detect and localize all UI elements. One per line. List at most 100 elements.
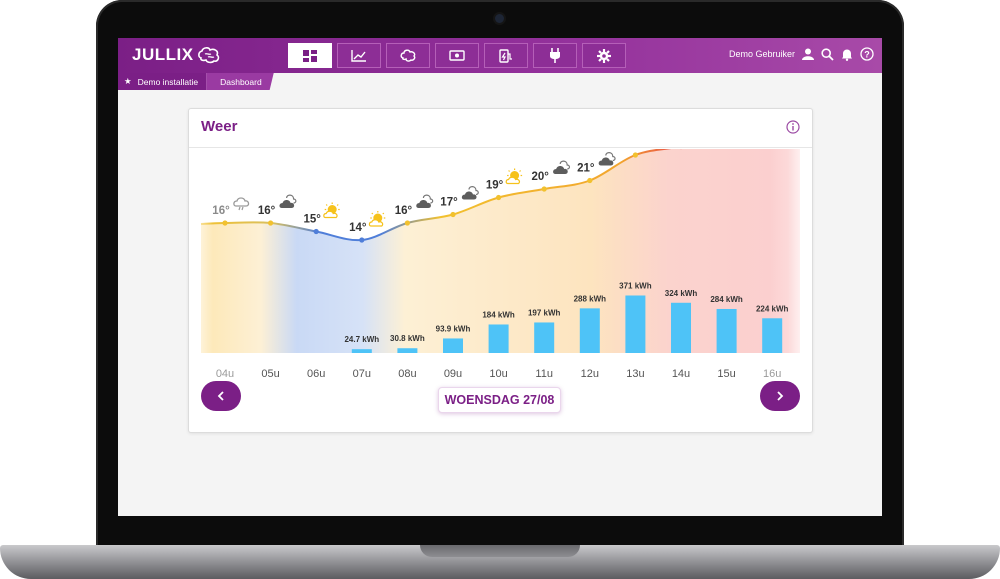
hour-label: 05u: [261, 368, 279, 379]
camera-icon: [495, 14, 504, 23]
gear-icon: [597, 48, 611, 63]
temperature-point[interactable]: [359, 237, 365, 243]
temperature-label: 15°: [304, 214, 322, 226]
weather-card: Weer: [188, 108, 813, 433]
production-bar[interactable]: [351, 349, 372, 353]
right-edge-fade: [788, 149, 812, 379]
breadcrumb-installation[interactable]: ★ Demo installatie: [118, 73, 207, 90]
brain-logo-icon: [197, 47, 219, 64]
nav-plug-button[interactable]: [533, 43, 577, 68]
production-bar[interactable]: [579, 308, 600, 353]
user-icon[interactable]: [802, 48, 814, 60]
partly-cloudy-icon: [553, 160, 571, 174]
sun-behind-cloud-icon: [323, 202, 340, 219]
info-icon[interactable]: [786, 120, 800, 134]
hour-label: 12u: [581, 368, 599, 379]
nav-dashboard-button[interactable]: [288, 43, 332, 68]
search-icon[interactable]: [821, 47, 834, 61]
production-bar[interactable]: [762, 318, 783, 353]
production-label: 93.9 kWh: [436, 324, 471, 333]
production-label: 224 kWh: [756, 304, 789, 313]
production-bar[interactable]: [716, 308, 737, 353]
production-bar[interactable]: [443, 338, 463, 353]
top-bar: JULLIX: [118, 38, 882, 73]
card-divider: [189, 147, 812, 148]
rain-cloud-icon: [233, 197, 250, 211]
laptop-notch: [420, 545, 580, 557]
production-bar[interactable]: [625, 295, 646, 353]
main-nav: [288, 43, 626, 68]
hour-label: 06u: [307, 368, 325, 379]
weather-card-title: Weer: [201, 118, 238, 135]
line-chart-icon: [351, 49, 366, 62]
hour-label: 07u: [353, 368, 371, 379]
temperature-label: 17°: [440, 197, 458, 209]
hour-label: 08u: [398, 368, 416, 379]
hour-label: 04u: [216, 368, 234, 379]
nav-settings-button[interactable]: [582, 43, 626, 68]
temperature-point[interactable]: [313, 228, 319, 235]
temperature-point[interactable]: [632, 152, 638, 158]
date-selector[interactable]: WOENSDAG 27/08: [438, 387, 561, 413]
partly-cloudy-icon: [279, 194, 297, 208]
production-label: 371 kWh: [619, 281, 652, 290]
dashboard-icon: [303, 49, 317, 62]
hour-label: 10u: [489, 368, 507, 379]
banknote-icon: [449, 50, 465, 61]
production-bar[interactable]: [488, 324, 509, 353]
nav-money-button[interactable]: [435, 43, 479, 68]
breadcrumb: ★ Demo installatie Dashboard: [118, 73, 274, 90]
production-label: 24.7 kWh: [344, 335, 379, 344]
brand-logo[interactable]: JULLIX: [132, 45, 221, 65]
temperature-label: 20°: [532, 171, 550, 183]
hour-label: 13u: [626, 368, 644, 379]
temperature-point[interactable]: [541, 186, 547, 192]
partly-cloudy-icon: [461, 186, 479, 200]
production-label: 184 kWh: [482, 310, 515, 319]
temperature-point[interactable]: [450, 211, 456, 218]
user-name[interactable]: Demo Gebruiker: [728, 49, 795, 59]
production-bar[interactable]: [671, 302, 691, 353]
left-edge-fade: [189, 149, 213, 379]
temperature-label: 21°: [577, 163, 595, 175]
hour-label: 16u: [763, 368, 781, 379]
chevron-left-icon: [217, 391, 224, 401]
previous-day-button[interactable]: [201, 381, 241, 411]
plug-icon: [550, 48, 560, 63]
temperature-point[interactable]: [404, 220, 410, 226]
temperature-label: 14°: [349, 222, 367, 234]
next-day-button[interactable]: [760, 381, 800, 411]
temperature-point[interactable]: [587, 177, 593, 184]
nav-chart-button[interactable]: [337, 43, 381, 68]
breadcrumb-installation-label: Demo installatie: [137, 76, 199, 87]
breadcrumb-page[interactable]: Dashboard: [206, 73, 274, 90]
weather-production-chart: 16° 04u 16° 05u 15° 06u 24.7 kWh 14° 07u 30.8 kWh…: [189, 149, 812, 379]
brain-icon: [400, 49, 416, 62]
temperature-label: 16°: [395, 205, 413, 217]
svg-text:?: ?: [864, 50, 870, 60]
sun-behind-cloud-icon: [368, 211, 386, 227]
star-icon: ★: [124, 76, 132, 86]
temperature-point[interactable]: [222, 220, 228, 226]
temperature-area: [201, 149, 800, 353]
hour-label: 11u: [535, 368, 553, 379]
nav-charging-button[interactable]: [484, 43, 528, 68]
temperature-label: 16°: [212, 205, 230, 217]
nav-brain-button[interactable]: [386, 43, 430, 68]
production-label: 288 kWh: [574, 294, 607, 303]
charging-station-icon: [499, 48, 512, 63]
temperature-label: 16°: [258, 205, 276, 217]
production-bar[interactable]: [397, 348, 418, 353]
hour-label: 09u: [444, 368, 462, 379]
temperature-point[interactable]: [268, 220, 274, 226]
chevron-right-icon: [777, 391, 784, 401]
temperature-point[interactable]: [496, 194, 502, 201]
hour-label: 14u: [672, 368, 690, 379]
production-bar[interactable]: [534, 322, 555, 353]
help-icon[interactable]: ?: [860, 47, 874, 61]
bell-icon[interactable]: [841, 48, 853, 61]
production-label: 324 kWh: [665, 289, 698, 298]
brand-name: JULLIX: [132, 45, 194, 64]
user-area: Demo Gebruiker ?: [729, 47, 874, 61]
breadcrumb-page-label: Dashboard: [220, 76, 262, 87]
